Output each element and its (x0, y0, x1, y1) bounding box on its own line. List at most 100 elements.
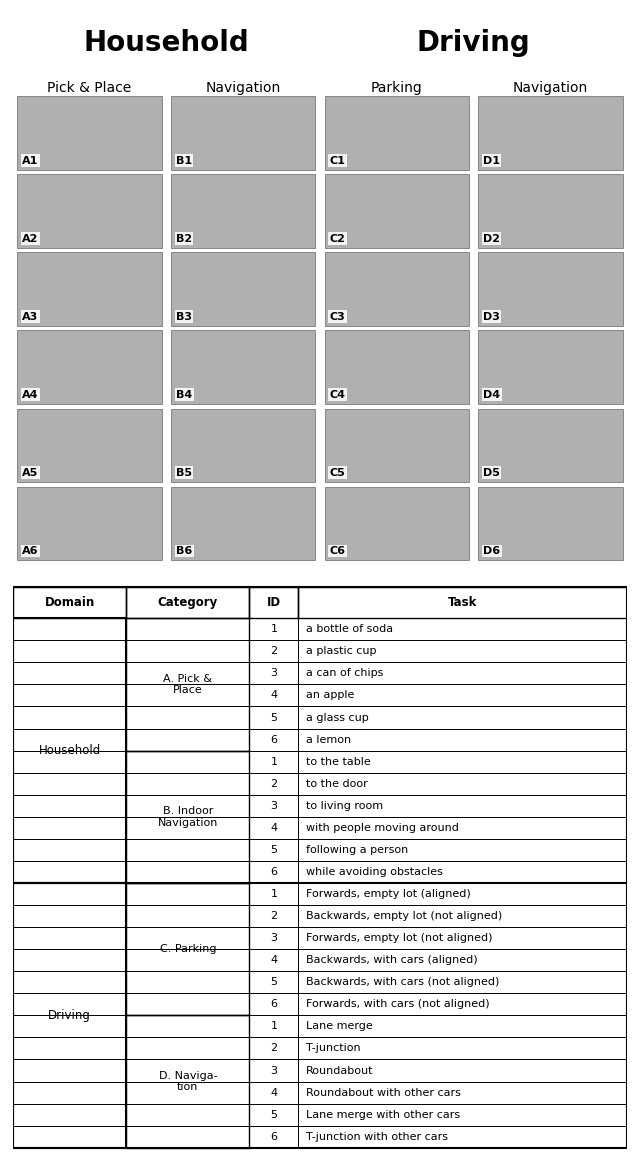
Bar (13, 640, 127, 662)
Text: Forwards, empty lot (not aligned): Forwards, empty lot (not aligned) (306, 933, 492, 943)
Bar (127, 751, 250, 773)
Text: Domain: Domain (45, 597, 95, 610)
Text: A3: A3 (22, 312, 38, 321)
Text: Household: Household (84, 29, 249, 57)
Bar (127, 588, 250, 618)
Text: Household: Household (38, 744, 100, 757)
Bar (324, 96, 469, 171)
Text: 6: 6 (271, 867, 277, 877)
Text: 5: 5 (271, 1110, 277, 1120)
Bar (13, 662, 127, 684)
Text: 3: 3 (271, 668, 277, 679)
Text: 6: 6 (271, 1000, 277, 1009)
Text: Backwards, with cars (aligned): Backwards, with cars (aligned) (306, 955, 477, 965)
Text: to the door: to the door (306, 779, 367, 788)
Text: C3: C3 (330, 312, 345, 321)
Bar (298, 773, 627, 794)
Bar (127, 972, 250, 993)
Bar (250, 1037, 298, 1059)
Text: ID: ID (267, 597, 281, 610)
Bar (250, 618, 298, 640)
Text: 3: 3 (271, 1065, 277, 1076)
Bar (171, 252, 316, 326)
Text: 4: 4 (270, 955, 278, 965)
Bar (250, 839, 298, 861)
Bar (250, 993, 298, 1015)
Bar (324, 174, 469, 248)
Bar (13, 816, 127, 839)
Text: 1: 1 (271, 624, 277, 634)
Bar (324, 409, 469, 482)
Bar (298, 618, 627, 640)
Bar (127, 861, 250, 883)
Text: 3: 3 (271, 933, 277, 943)
Text: Driving: Driving (48, 1009, 91, 1022)
Bar (127, 883, 250, 1015)
Bar (13, 794, 127, 816)
Text: B3: B3 (176, 312, 192, 321)
Bar (127, 794, 250, 816)
Bar (17, 487, 162, 561)
Text: D4: D4 (483, 390, 500, 399)
Bar (13, 950, 127, 972)
Bar (13, 1126, 127, 1148)
Bar (250, 927, 298, 950)
Bar (250, 588, 298, 618)
Text: Navigation: Navigation (513, 81, 588, 95)
Text: C6: C6 (330, 545, 346, 556)
Text: A1: A1 (22, 155, 38, 166)
Bar (127, 773, 250, 794)
Text: 5: 5 (271, 978, 277, 987)
Bar (250, 1082, 298, 1104)
Bar (13, 618, 127, 883)
Text: Backwards, with cars (not aligned): Backwards, with cars (not aligned) (306, 978, 499, 987)
Bar (298, 950, 627, 972)
Bar (478, 252, 623, 326)
Bar (250, 729, 298, 751)
Bar (298, 794, 627, 816)
Text: B5: B5 (176, 468, 192, 478)
Bar (13, 1082, 127, 1104)
Bar (250, 1015, 298, 1037)
Text: B6: B6 (176, 545, 192, 556)
Text: 5: 5 (271, 712, 277, 723)
Text: Category: Category (158, 597, 218, 610)
Bar (127, 618, 250, 751)
Bar (127, 905, 250, 927)
Text: Lane merge: Lane merge (306, 1021, 372, 1031)
Bar (13, 1059, 127, 1082)
Text: A2: A2 (22, 234, 38, 244)
Bar (298, 972, 627, 993)
Bar (13, 927, 127, 950)
Bar (250, 816, 298, 839)
Text: 4: 4 (270, 822, 278, 833)
Text: 2: 2 (270, 911, 278, 922)
Text: C. Parking: C. Parking (159, 944, 216, 954)
Bar (13, 1037, 127, 1059)
Bar (250, 707, 298, 729)
Text: Driving: Driving (417, 29, 531, 57)
Bar (478, 331, 623, 404)
Text: C1: C1 (330, 155, 346, 166)
Bar (13, 883, 127, 1148)
Text: 6: 6 (271, 1132, 277, 1141)
Bar (17, 174, 162, 248)
Text: A. Pick &
Place: A. Pick & Place (163, 674, 212, 695)
Text: Task: Task (448, 597, 477, 610)
Bar (13, 905, 127, 927)
Text: Backwards, empty lot (not aligned): Backwards, empty lot (not aligned) (306, 911, 502, 922)
Bar (127, 927, 250, 950)
Text: Lane merge with other cars: Lane merge with other cars (306, 1110, 460, 1120)
Text: to the table: to the table (306, 757, 371, 766)
Text: an apple: an apple (306, 690, 355, 701)
Bar (13, 883, 127, 905)
Text: Forwards, with cars (not aligned): Forwards, with cars (not aligned) (306, 1000, 490, 1009)
Text: T-junction with other cars: T-junction with other cars (306, 1132, 448, 1141)
Bar (13, 861, 127, 883)
Bar (324, 252, 469, 326)
Text: 2: 2 (270, 779, 278, 788)
Bar (298, 1015, 627, 1037)
Bar (250, 972, 298, 993)
Bar (13, 618, 127, 640)
Bar (298, 1037, 627, 1059)
